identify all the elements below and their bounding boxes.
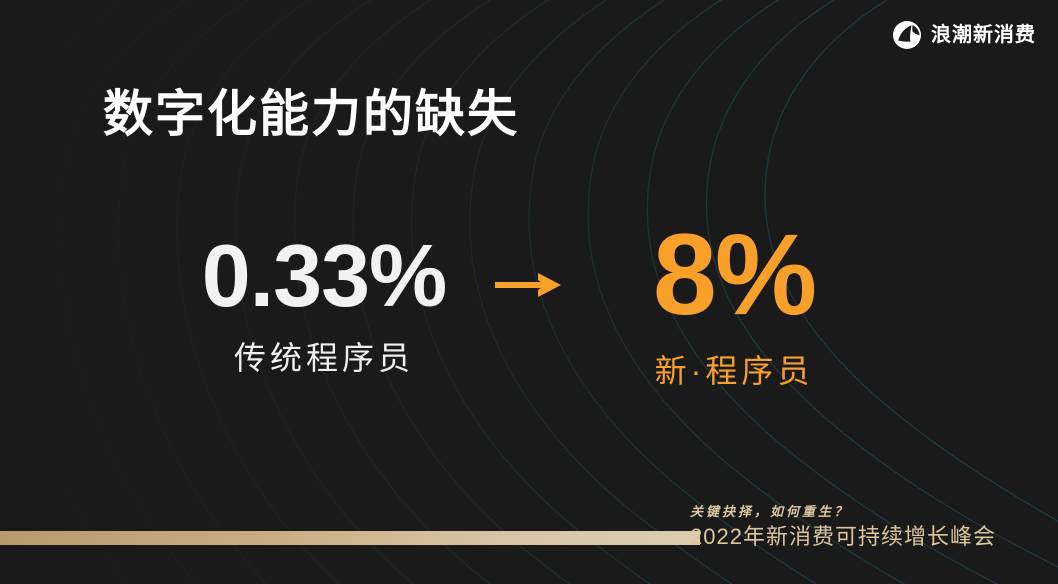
stats-comparison: 0.33% 传统程序员 8% 新·程序员 xyxy=(0,211,1058,389)
footer-branding: 关键抉择，如何重生？ 2022年新消费可持续增长峰会 xyxy=(690,505,996,548)
stat-before-value: 0.33% xyxy=(201,226,448,325)
page-title: 数字化能力的缺失 xyxy=(103,86,519,142)
transition-arrow xyxy=(474,218,584,300)
stat-before-label: 传统程序员 xyxy=(233,340,414,376)
footer-tagline: 关键抉择，如何重生？ xyxy=(690,504,851,519)
brand-logo: 浪潮新消费 xyxy=(892,20,1036,50)
stat-before: 0.33% 传统程序员 xyxy=(174,218,474,376)
footer-gold-bar xyxy=(0,531,700,545)
arrow-right-icon xyxy=(495,273,561,297)
brand-logo-text: 浪潮新消费 xyxy=(931,24,1036,46)
stat-after-label: 新·程序员 xyxy=(654,353,814,389)
footer-event-name: 2022年新消费可持续增长峰会 xyxy=(690,524,996,549)
stat-after: 8% 新·程序员 xyxy=(584,211,884,389)
stat-after-value: 8% xyxy=(652,211,817,339)
wave-circle-icon xyxy=(893,21,921,49)
